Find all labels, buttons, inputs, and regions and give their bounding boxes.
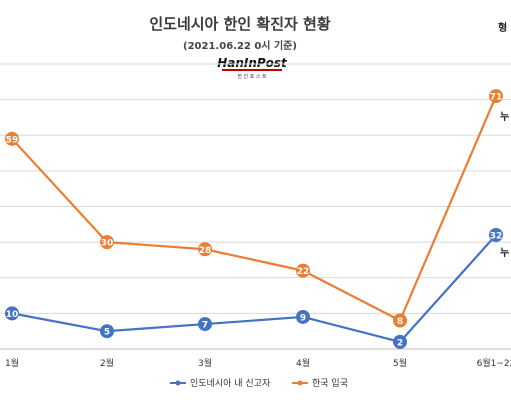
- series-2: 59 30 28 22 8 71: [5, 89, 503, 328]
- data-point: [198, 317, 212, 332]
- data-label: 22: [297, 267, 310, 277]
- data-label: 5: [104, 328, 110, 338]
- x-tick-labels: 1월 2월 3월 4월 5월 6월1~22: [5, 357, 511, 369]
- annotation-blue: 누: [500, 247, 509, 259]
- data-point: [393, 313, 407, 328]
- data-label: 2: [397, 338, 403, 348]
- haninpost-logo: HanInPost 한 인 포 스 트: [217, 56, 288, 80]
- corner-mark: 형: [498, 21, 507, 34]
- data-label: 9: [300, 313, 306, 323]
- legend-swatch-marker: [297, 380, 303, 386]
- logo-subtext: 한 인 포 스 트: [237, 73, 267, 80]
- logo-text: HanInPost: [217, 56, 288, 70]
- x-tick-label: 2월: [100, 357, 114, 369]
- logo-underline: [222, 69, 282, 71]
- data-point: [393, 334, 407, 349]
- data-point: [5, 306, 19, 321]
- legend-swatch-marker: [175, 380, 181, 386]
- data-point: [489, 89, 503, 104]
- data-point: [296, 309, 310, 324]
- data-label: 7: [202, 321, 208, 331]
- data-point: [489, 228, 503, 242]
- chart-subtitle: (2021.06.22 0시 기준): [183, 39, 297, 52]
- x-tick-label: 6월1~22: [477, 357, 511, 369]
- series-1: 10 5 7 9 2 32: [5, 228, 503, 349]
- chart-title: 인도네시아 한인 확진자 현황: [149, 15, 330, 33]
- x-tick-label: 4월: [296, 357, 310, 369]
- series-layer: 10 5 7 9 2 32 59 30 28 22 8 71: [5, 89, 503, 349]
- series-line: [11, 234, 497, 343]
- data-point: [296, 263, 310, 278]
- data-label: 71: [490, 93, 503, 103]
- annotation-orange: 누: [500, 111, 509, 123]
- data-point: [100, 235, 114, 250]
- legend-entry-label: 인도네시아 내 신고자: [190, 378, 271, 389]
- x-tick-label: 5월: [393, 357, 407, 369]
- data-label: 59: [6, 135, 19, 145]
- legend-entry-label: 한국 입국: [312, 377, 348, 389]
- data-label: 30: [101, 239, 114, 249]
- gridlines: [0, 63, 511, 314]
- x-tick-label: 1월: [5, 357, 19, 369]
- legend: 인도네시아 내 신고자 한국 입국: [170, 377, 348, 389]
- data-point: [100, 324, 114, 339]
- data-point: [5, 131, 19, 146]
- x-tick-label: 3월: [198, 357, 212, 369]
- data-label: 10: [6, 310, 19, 320]
- data-label: 28: [199, 246, 212, 256]
- series-line: [11, 95, 498, 322]
- data-label: 32: [490, 232, 503, 242]
- data-label: 8: [397, 317, 403, 327]
- data-point: [198, 242, 212, 257]
